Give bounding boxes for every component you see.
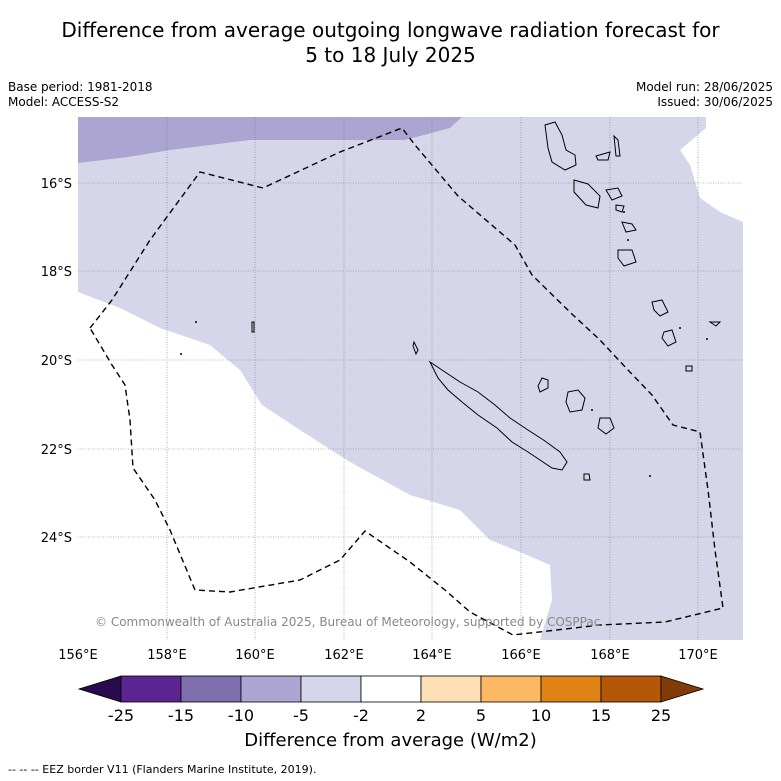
issued-date: Issued: 30/06/2025: [657, 95, 773, 109]
maewo-island: [613, 134, 621, 157]
graticule: [78, 117, 743, 640]
colorbar-segment: [600, 675, 662, 703]
epi-island: [615, 204, 625, 213]
colorbar-tick-label: -15: [168, 706, 194, 725]
base-period: Base period: 1981-2018: [8, 80, 153, 94]
map-title: Difference from average outgoing longwav…: [0, 18, 781, 68]
colorbar-tick-label: 25: [651, 706, 671, 725]
colorbar-segment: [420, 675, 482, 703]
colorbar-tick-label: 15: [591, 706, 611, 725]
colorbar-tick-label: -10: [228, 706, 254, 725]
mare-island: [597, 417, 615, 435]
isle-of-pines: [583, 473, 591, 481]
title-line-1: Difference from average outgoing longwav…: [61, 18, 720, 42]
model-name: Model: ACCESS-S2: [8, 95, 120, 109]
colorbar-segment: [240, 675, 302, 703]
lon-label-170e: 170°E: [678, 648, 718, 663]
belep-islands: [412, 340, 419, 356]
lon-label-160e: 160°E: [235, 648, 275, 663]
aneityum-island: [661, 329, 677, 347]
colorbar-tick-label: 5: [476, 706, 486, 725]
title-line-2: 5 to 18 July 2025: [305, 43, 476, 67]
islet-3: [679, 327, 681, 329]
futuna-islet: [685, 365, 693, 372]
lat-label-24s: 24°S: [41, 531, 72, 546]
eez-note: -- -- -- EEZ border V11 (Flanders Marine…: [8, 763, 317, 776]
copyright-text: © Commonwealth of Australia 2025, Bureau…: [95, 615, 600, 629]
ouvea-island: [537, 377, 549, 393]
efate-island: [621, 221, 637, 233]
islet-5: [195, 321, 197, 323]
islet-1: [627, 239, 629, 241]
lon-label-168e: 168°E: [590, 648, 630, 663]
anomaly-region-light: [78, 117, 743, 640]
colorbar-extend-low: [77, 675, 122, 703]
colorbar-segment: [360, 675, 422, 703]
matthew-island: [708, 321, 722, 327]
small-islet: [591, 409, 593, 411]
colorbar-title: Difference from average (W/m2): [244, 730, 537, 751]
ambae-island: [595, 151, 611, 161]
espiritu-santo-island: [544, 121, 577, 171]
lat-label-16s: 16°S: [41, 177, 72, 192]
islet-2: [623, 211, 625, 213]
tanna-island: [651, 299, 669, 317]
colorbar-segment: [300, 675, 362, 703]
walpole-islet: [649, 475, 651, 477]
colorbar-segment: [540, 675, 602, 703]
islet-6: [180, 353, 182, 355]
colorbar-extend-high: [660, 675, 705, 703]
colorbar-segment: [180, 675, 242, 703]
lon-label-164e: 164°E: [412, 648, 452, 663]
erromango-island: [617, 249, 637, 267]
ambrym-island: [605, 187, 623, 201]
model-run: Model run: 28/06/2025: [635, 80, 773, 94]
colorbar-tick-label: -2: [353, 706, 369, 725]
colorbar-segment: [120, 675, 182, 703]
meta-left: Base period: 1981-2018 Model: ACCESS-S2: [8, 80, 153, 110]
lifou-island: [565, 389, 586, 413]
lon-label-158e: 158°E: [147, 648, 187, 663]
lon-label-156e: 156°E: [58, 648, 98, 663]
new-caledonia-island: [428, 360, 568, 471]
colorbar-tick-label: 2: [416, 706, 426, 725]
lon-label-166e: 166°E: [501, 648, 541, 663]
malekula-island: [573, 179, 601, 209]
lat-label-22s: 22°S: [41, 443, 72, 458]
colorbar: -25 -15 -10 -5 -2 2 5 10 15 25: [77, 675, 705, 725]
meta-right: Model run: 28/06/2025 Issued: 30/06/2025: [636, 80, 773, 110]
islet-4: [706, 338, 708, 340]
lon-label-162e: 162°E: [324, 648, 364, 663]
lat-label-18s: 18°S: [41, 265, 72, 280]
eez-border: [89, 127, 724, 636]
lat-label-20s: 20°S: [41, 354, 72, 369]
colorbar-tick-label: 10: [531, 706, 551, 725]
colorbar-segment: [480, 675, 542, 703]
anomaly-region-mid: [78, 117, 462, 163]
colorbar-tick-label: -25: [108, 706, 134, 725]
chesterfield-reef: [251, 321, 255, 333]
colorbar-tick-label: -5: [293, 706, 309, 725]
